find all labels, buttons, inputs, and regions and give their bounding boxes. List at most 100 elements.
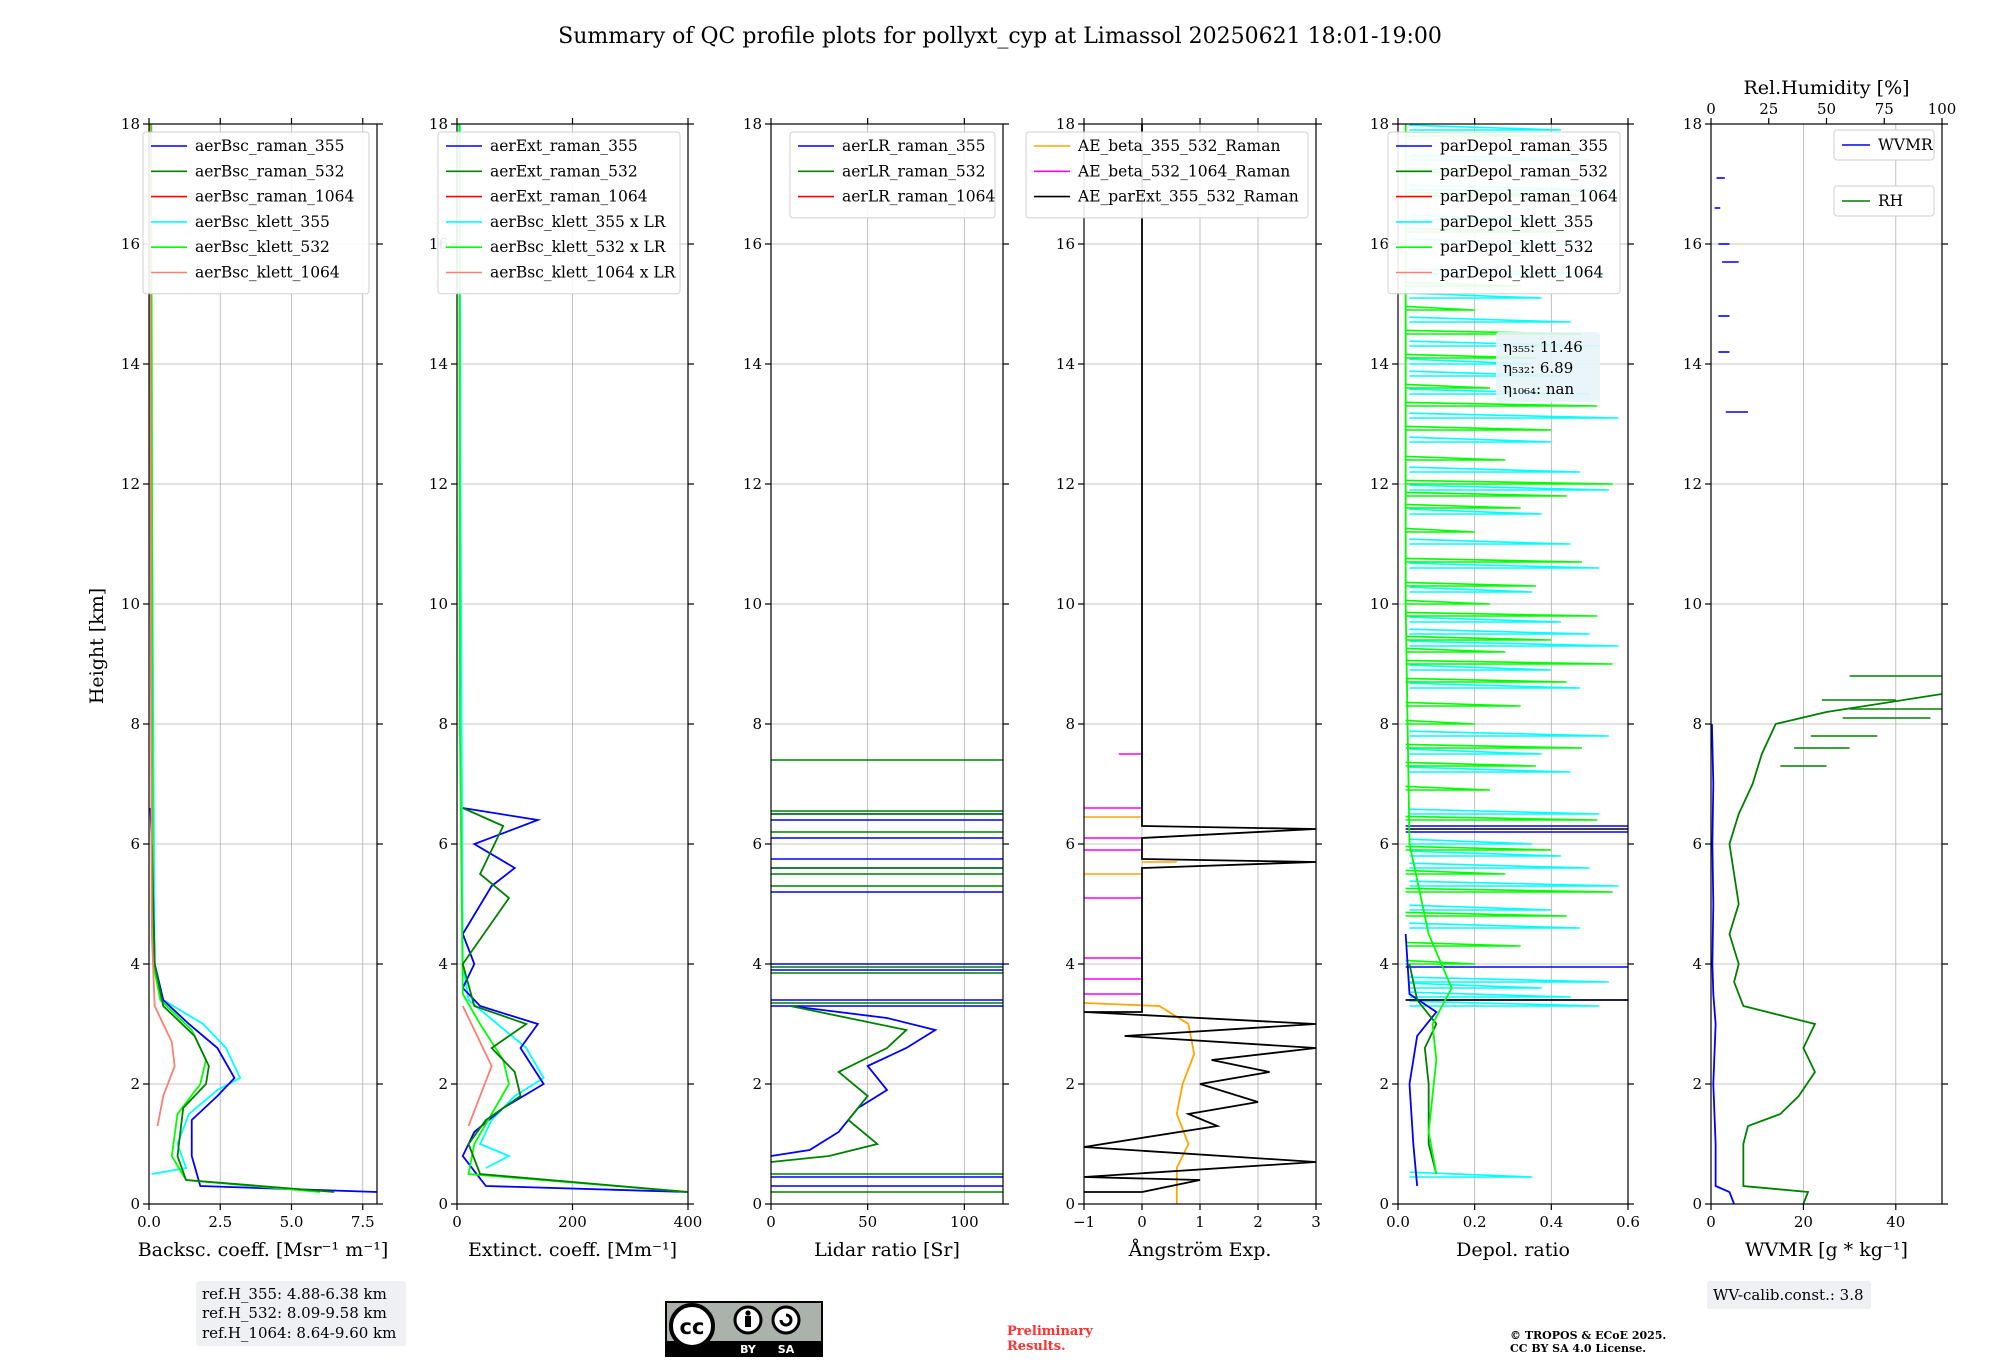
legend-box: [1025, 131, 1309, 219]
y-tick-label: 4: [438, 955, 448, 973]
copyright-line1: © TROPOS & ECoE 2025.: [1510, 1329, 1666, 1342]
legend-box: [142, 131, 370, 295]
by-label: BY: [740, 1343, 757, 1356]
y-tick-label: 2: [130, 1075, 140, 1093]
axes-frame: [1397, 123, 1629, 1205]
depol-klett-355-spike: [1409, 1171, 1533, 1178]
plot-area: [1711, 124, 1942, 1204]
x-tick-label: 7.5: [351, 1213, 375, 1231]
x-axis-label: Extinct. coeff. [Mm⁻¹]: [468, 1239, 677, 1261]
y-tick-label: 2: [1692, 1075, 1702, 1093]
y-tick-label: 18: [429, 115, 448, 133]
legend-box: [437, 131, 681, 295]
depol-klett-532-spike: [1405, 659, 1613, 665]
depol-klett-355-spike: [1409, 682, 1581, 689]
axes-frame: [148, 123, 378, 1205]
legend-entry: aerBsc_raman_1064: [195, 188, 355, 206]
legend-entry: aerBsc_klett_355: [195, 213, 330, 231]
depol-klett-355-spike: [1409, 292, 1542, 299]
y-tick-label: 16: [121, 235, 140, 253]
y-tick-label: 6: [752, 835, 762, 853]
depol-klett-532-spike: [1405, 785, 1491, 791]
depol-klett-532-spike: [1405, 959, 1475, 965]
depol-klett-355-spike: [1409, 976, 1609, 983]
depol-klett-532-spike: [1405, 911, 1567, 917]
y-tick-label: 0: [1692, 1195, 1702, 1213]
series-line-3: [1404, 124, 1453, 1175]
depol-klett-532-spike: [1405, 761, 1537, 767]
y-tick-label: 10: [743, 595, 762, 613]
depol-klett-355-spike: [1409, 862, 1590, 869]
legend-label: RH: [1878, 192, 1903, 210]
y-tick-label: 10: [121, 595, 140, 613]
cc-icon: [669, 1303, 715, 1349]
legend-entry: aerExt_raman_355: [490, 137, 638, 155]
y-tick-label: 2: [752, 1075, 762, 1093]
y-tick-label: 16: [1683, 235, 1702, 253]
legend-entry: parDepol_raman_1064: [1440, 188, 1618, 206]
y-tick-label: 10: [1056, 595, 1075, 613]
depol-klett-355-spike: [1409, 730, 1609, 737]
depol-klett-355-spike: [1409, 982, 1542, 989]
legend-entry: parDepol_klett_355: [1440, 213, 1593, 231]
panel-5: 0 2 4 6 8 10 12 14 16 18 0.0 0.2 0.4 0.6 Depol. ratio p…: [1370, 115, 1640, 1261]
series-line-1: [1711, 723, 1735, 1204]
y-tick-label: 12: [1056, 475, 1075, 493]
depol-klett-532-spike: [1405, 815, 1598, 821]
y-tick-label: 4: [1065, 955, 1075, 973]
legend-entry: aerBsc_raman_355: [195, 137, 345, 155]
series-line-1: [1404, 933, 1438, 1187]
eta-note: η₃₅₅: 11.46 η₅₃₂: 6.89 η₁₀₆₄: nan: [1496, 332, 1600, 402]
legend-entry: aerBsc_klett_532 x LR: [490, 238, 667, 256]
x-tick-label: 0: [1137, 1213, 1147, 1231]
depol-klett-355-spike: [1409, 586, 1533, 593]
axes-frame: [770, 123, 1004, 1205]
depol-klett-355-spike: [1409, 538, 1571, 545]
y-tick-label: 0: [1379, 1195, 1389, 1213]
legend-entry: aerBsc_klett_1064 x LR: [490, 264, 677, 282]
eta-value: η₅₃₂: 6.89: [1503, 359, 1573, 377]
y-tick-label: 16: [1056, 235, 1075, 253]
legend: AE_beta_355_532_Raman AE_beta_532_1064_Ra…: [1025, 131, 1309, 219]
depol-klett-532-spike: [1405, 383, 1491, 389]
y-tick-label: 4: [130, 955, 140, 973]
depol-klett-355-spike: [1409, 808, 1600, 815]
depol-klett-532-spike: [1405, 401, 1598, 407]
legend-entry: AE_beta_355_532_Raman: [1077, 137, 1280, 155]
y-tick-label: 10: [1370, 595, 1389, 613]
legend-entry: parDepol_klett_1064: [1440, 264, 1603, 282]
x-axis-label: WVMR [g * kg⁻¹]: [1745, 1239, 1908, 1261]
depol-klett-355-spike: [1409, 640, 1619, 647]
top-x-tick-label: 50: [1817, 100, 1836, 118]
depol-klett-532-spike: [1405, 677, 1567, 683]
top-x-tick-label: 75: [1875, 100, 1894, 118]
y-tick-label: 18: [1370, 115, 1389, 133]
refH-1064: ref.H_1064: 8.64-9.60 km: [202, 1324, 396, 1342]
series-line-1: [1084, 1002, 1196, 1204]
depol-klett-532-spike: [1405, 305, 1475, 311]
refH-note: ref.H_355: 4.88-6.38 km ref.H_532: 8.09-…: [196, 1281, 406, 1346]
series-line-3: [458, 124, 688, 1193]
depol-klett-532-spike: [1405, 887, 1613, 893]
x-tick-label: 400: [674, 1213, 703, 1231]
y-tick-label: 4: [752, 955, 762, 973]
y-tick-label: 0: [130, 1195, 140, 1213]
legend-entry: AE_parExt_355_532_Raman: [1077, 188, 1299, 206]
depol-klett-355-spike: [1409, 628, 1590, 635]
series-line-5: [461, 1005, 493, 1127]
plot-area: [149, 124, 377, 1204]
legend-box: [1833, 129, 1935, 161]
figure-title: Summary of QC profile plots for pollyxt_…: [558, 24, 1442, 49]
series-line-5: [149, 124, 176, 1127]
depol-klett-355-spike: [1409, 766, 1571, 773]
x-tick-label: 1: [1195, 1213, 1205, 1231]
depol-klett-355-spike: [1409, 1000, 1600, 1007]
depol-klett-532-spike: [1405, 491, 1567, 497]
y-tick-label: 0: [1065, 1195, 1075, 1213]
depol-klett-355-spike: [1409, 991, 1571, 998]
legend-entry: aerLR_raman_355: [842, 137, 985, 155]
depol-klett-355-spike: [1409, 748, 1542, 755]
y-tick-label: 14: [743, 355, 762, 373]
